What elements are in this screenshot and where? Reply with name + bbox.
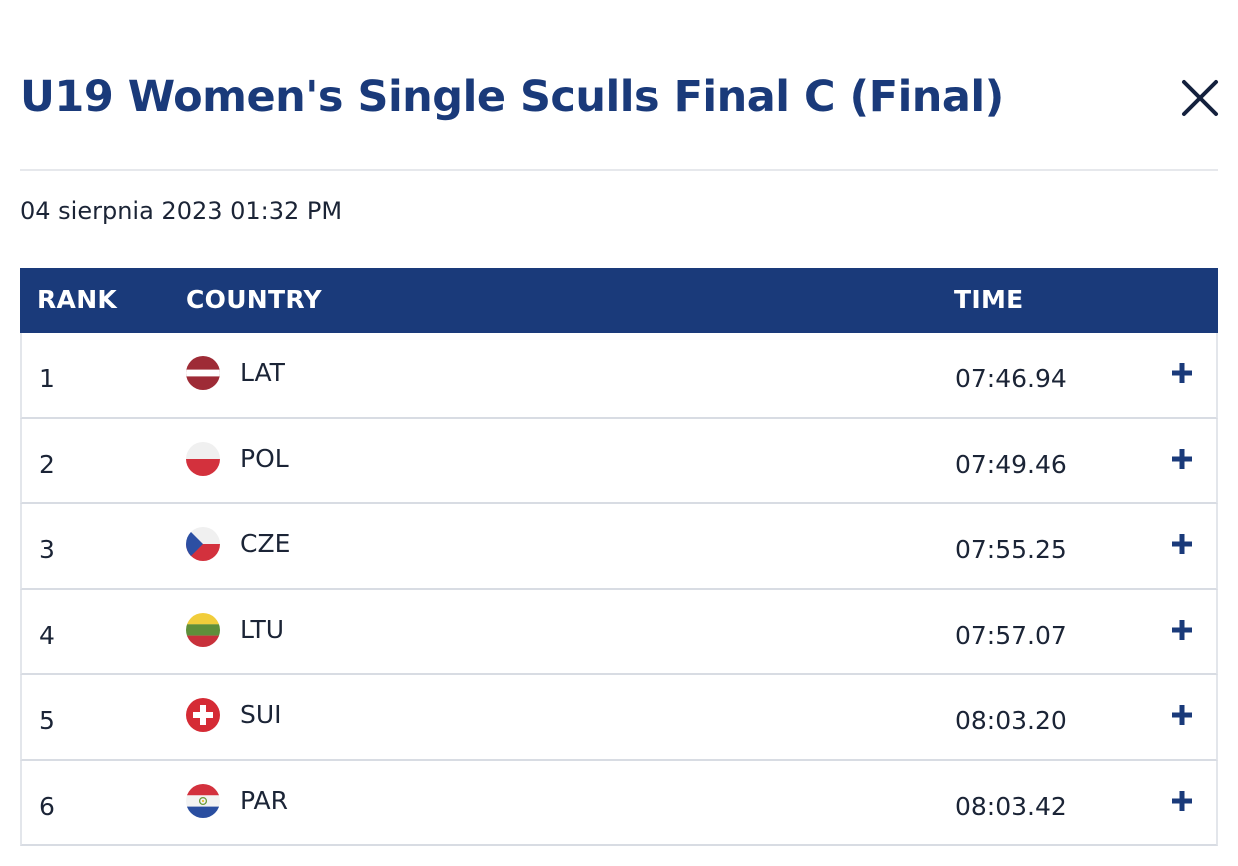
time-cell: 08:03.20 [955,706,1067,735]
country-cell: POL [240,443,289,473]
plus-icon [1172,619,1192,640]
close-icon [1182,80,1218,116]
rank-cell: 6 [39,791,55,821]
country-cell: LTU [240,614,285,644]
rank-cell: 5 [39,706,55,735]
table-row[interactable]: 2 POL 07:49.46 [20,418,1218,504]
column-header-country: COUNTRY [186,285,322,314]
expand-button[interactable] [1170,532,1194,556]
table-row[interactable]: 1 LAT 07:46.94 [20,333,1218,419]
plus-icon [1172,448,1192,469]
plus-icon [1172,790,1192,811]
rank-cell: 2 [39,449,55,479]
plus-icon [1172,363,1192,383]
flag-cze-icon [186,527,220,561]
time-cell: 07:55.25 [955,535,1067,564]
column-header-rank: RANK [37,285,118,314]
country-cell: CZE [240,529,291,558]
rank-cell: 3 [39,535,55,564]
flag-par-icon [186,783,220,818]
close-button[interactable] [1180,78,1220,118]
flag-sui-icon [186,698,220,732]
time-cell: 07:57.07 [955,620,1067,650]
flag-pol-icon [186,441,220,476]
plus-icon [1172,534,1192,554]
table-row[interactable]: 4 LTU 07:57.07 [20,589,1218,675]
race-date: 04 sierpnia 2023 01:32 PM [20,197,343,225]
expand-button[interactable] [1170,703,1194,727]
flag-ltu-icon [186,612,220,647]
header-divider [20,169,1218,171]
results-table: RANK COUNTRY TIME 1 LAT 07:46.94 2 POL 0… [20,268,1218,846]
country-cell: LAT [240,358,285,387]
expand-button[interactable] [1170,618,1194,642]
time-cell: 07:46.94 [955,364,1067,393]
column-header-time: TIME [954,285,1024,314]
plus-icon [1172,705,1192,725]
time-cell: 08:03.42 [955,791,1067,821]
time-cell: 07:49.46 [955,449,1067,479]
expand-button[interactable] [1170,361,1194,385]
expand-button[interactable] [1170,789,1194,813]
rank-cell: 1 [39,364,55,393]
table-row[interactable]: 3 CZE 07:55.25 [20,504,1218,590]
expand-button[interactable] [1170,447,1194,471]
table-header: RANK COUNTRY TIME [20,268,1218,333]
flag-lat-icon [186,356,220,390]
country-cell: SUI [240,700,282,729]
page-title: U19 Women's Single Sculls Final C (Final… [20,72,1004,122]
country-cell: PAR [240,785,288,815]
table-row[interactable]: 5 SUI 08:03.20 [20,675,1218,761]
rank-cell: 4 [39,620,55,650]
table-row[interactable]: 6 PAR 08:03.42 [20,760,1218,846]
